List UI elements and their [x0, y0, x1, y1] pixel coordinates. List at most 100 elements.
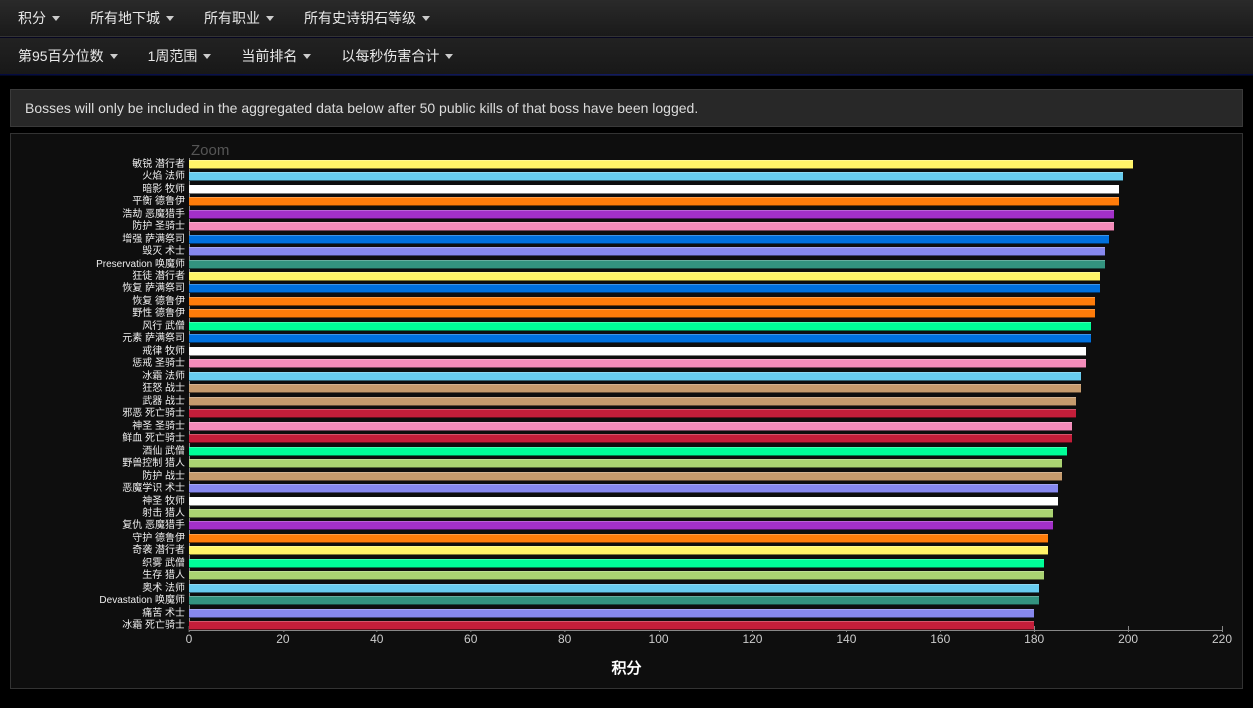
bar-label: 火焰 法师 [142, 171, 185, 182]
bar-row: 生存 猎人 [31, 570, 1222, 581]
x-tick-label: 80 [558, 632, 571, 646]
bar-row: 织雾 武僧 [31, 558, 1222, 569]
bar-row: 浩劫 恶魔猎手 [31, 209, 1222, 220]
bar-row: 冰霜 死亡骑士 [31, 620, 1222, 631]
bar[interactable] [189, 434, 1072, 443]
bar[interactable] [189, 596, 1039, 605]
bar-label: Preservation 唤魔师 [96, 259, 185, 270]
chevron-down-icon [266, 16, 274, 21]
bar-label: Devastation 唤魔师 [99, 595, 185, 606]
bar-row: 邪恶 死亡骑士 [31, 408, 1222, 419]
bar-row: 野兽控制 猎人 [31, 458, 1222, 469]
filter-dropdown[interactable]: 积分 [18, 8, 60, 28]
bar[interactable] [189, 409, 1076, 418]
bar[interactable] [189, 372, 1081, 381]
bar-label: 冰霜 法师 [142, 371, 185, 382]
bar[interactable] [189, 197, 1119, 206]
bar[interactable] [189, 609, 1034, 618]
bar[interactable] [189, 322, 1091, 331]
notice-text: Bosses will only be included in the aggr… [25, 100, 698, 116]
filter-dropdown[interactable]: 当前排名 [241, 46, 311, 66]
bar[interactable] [189, 546, 1048, 555]
filter-label: 积分 [18, 8, 46, 28]
bar-row: 守护 德鲁伊 [31, 533, 1222, 544]
bar-row: 毁灭 术士 [31, 246, 1222, 257]
filter-dropdown[interactable]: 所有地下城 [90, 8, 174, 28]
bar-row: 冰霜 法师 [31, 371, 1222, 382]
bar[interactable] [189, 347, 1086, 356]
chart-container: Zoom 020406080100120140160180200220 敏锐 潜… [10, 133, 1243, 689]
filter-dropdown[interactable]: 第95百分位数 [18, 46, 118, 66]
bar-label: 复仇 恶魔猎手 [122, 520, 185, 531]
bar-label: 痛苦 术士 [142, 608, 185, 619]
bar-row: 敏锐 潜行者 [31, 159, 1222, 170]
bar[interactable] [189, 472, 1062, 481]
bar[interactable] [189, 359, 1086, 368]
bar-row: 痛苦 术士 [31, 608, 1222, 619]
bar[interactable] [189, 297, 1095, 306]
x-tick-label: 20 [276, 632, 289, 646]
bar[interactable] [189, 272, 1100, 281]
bar[interactable] [189, 534, 1048, 543]
filter-bar-2: 第95百分位数 1周范围 当前排名 以每秒伤害合计 [0, 37, 1253, 75]
bar[interactable] [189, 484, 1058, 493]
chevron-down-icon [303, 54, 311, 59]
chevron-down-icon [203, 54, 211, 59]
bar[interactable] [189, 447, 1067, 456]
bar-label: 野性 德鲁伊 [132, 308, 185, 319]
bar-label: 防护 战士 [142, 471, 185, 482]
bar-label: 戒律 牧师 [142, 346, 185, 357]
x-tick-label: 100 [649, 632, 669, 646]
bar[interactable] [189, 160, 1133, 169]
bar[interactable] [189, 497, 1058, 506]
bar-label: 生存 猎人 [142, 570, 185, 581]
bar[interactable] [189, 621, 1034, 630]
bar[interactable] [189, 397, 1076, 406]
bar[interactable] [189, 260, 1105, 269]
filter-dropdown[interactable]: 所有职业 [204, 8, 274, 28]
bar-label: 野兽控制 猎人 [122, 458, 185, 469]
filter-label: 第95百分位数 [18, 46, 104, 66]
bar-label: 增强 萨满祭司 [122, 234, 185, 245]
bar-row: 平衡 德鲁伊 [31, 196, 1222, 207]
bar-row: 元素 萨满祭司 [31, 333, 1222, 344]
bar-row: Devastation 唤魔师 [31, 595, 1222, 606]
bar-label: 守护 德鲁伊 [132, 533, 185, 544]
chevron-down-icon [166, 16, 174, 21]
bar-label: 邪恶 死亡骑士 [122, 408, 185, 419]
bar-row: 奥术 法师 [31, 583, 1222, 594]
bar-row: 神圣 牧师 [31, 496, 1222, 507]
x-tick-label: 0 [186, 632, 193, 646]
bar[interactable] [189, 309, 1095, 318]
chevron-down-icon [422, 16, 430, 21]
filter-dropdown[interactable]: 以每秒伤害合计 [341, 46, 453, 66]
bar[interactable] [189, 571, 1044, 580]
bar[interactable] [189, 235, 1109, 244]
bar[interactable] [189, 584, 1039, 593]
bar[interactable] [189, 459, 1062, 468]
bar-label: 毁灭 术士 [142, 246, 185, 257]
bar-label: 敏锐 潜行者 [132, 159, 185, 170]
bar-row: 鲜血 死亡骑士 [31, 433, 1222, 444]
filter-dropdown[interactable]: 所有史诗钥石等级 [304, 8, 430, 28]
bar-row: 狂怒 战士 [31, 383, 1222, 394]
bar-row: 防护 战士 [31, 471, 1222, 482]
bar[interactable] [189, 247, 1105, 256]
bar[interactable] [189, 559, 1044, 568]
bar[interactable] [189, 210, 1114, 219]
bar[interactable] [189, 222, 1114, 231]
bar[interactable] [189, 185, 1119, 194]
filter-dropdown[interactable]: 1周范围 [148, 46, 212, 66]
bar[interactable] [189, 521, 1053, 530]
x-tick-label: 180 [1024, 632, 1044, 646]
bar[interactable] [189, 172, 1123, 181]
bar[interactable] [189, 284, 1100, 293]
bar-label: 奇袭 潜行者 [132, 545, 185, 556]
bar[interactable] [189, 384, 1081, 393]
bar-label: 神圣 牧师 [142, 496, 185, 507]
filter-label: 当前排名 [241, 46, 297, 66]
bar-label: 暗影 牧师 [142, 184, 185, 195]
bar[interactable] [189, 422, 1072, 431]
bar[interactable] [189, 334, 1091, 343]
bar[interactable] [189, 509, 1053, 518]
